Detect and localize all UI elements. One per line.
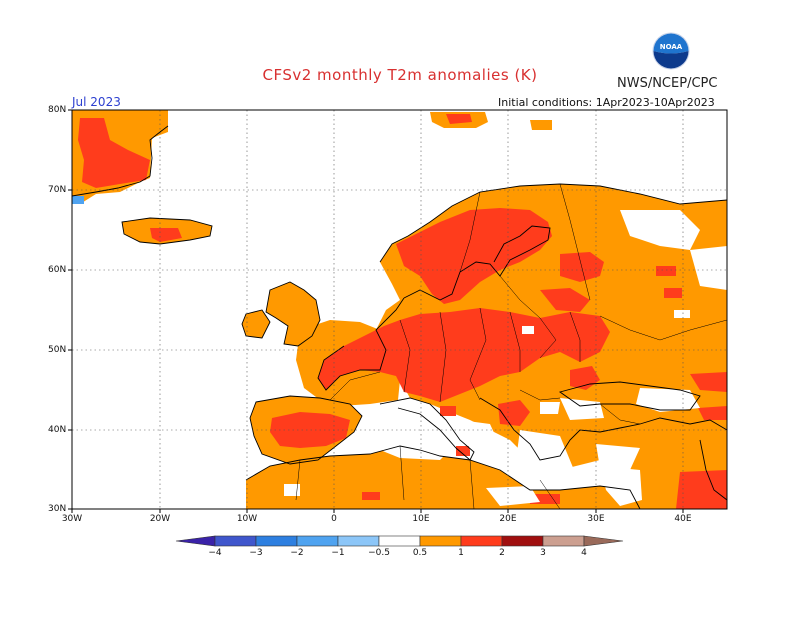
noaa-logo-icon: NOAA (652, 32, 690, 70)
colorbar-label: 1 (458, 548, 464, 558)
colorbar-swatch (214, 535, 257, 547)
british-isles-anomaly (266, 282, 320, 346)
lat-label: 80N (48, 105, 67, 115)
lon-label: 30E (587, 514, 605, 524)
lon-label: 20E (499, 514, 517, 524)
noaa-logo-text: NOAA (660, 43, 683, 51)
colorbar-high-arrow (583, 535, 624, 547)
colorbar-label: 0.5 (412, 548, 428, 558)
north-africa-anomaly (246, 446, 640, 509)
lat-label: 50N (48, 345, 67, 355)
lon-label: 40E (674, 514, 692, 524)
colorbar-label: 2 (499, 548, 505, 558)
colorbar-label: −4 (208, 548, 222, 558)
lat-label: 60N (48, 265, 67, 275)
colorbar-label: −3 (249, 548, 263, 558)
axis-ticks (68, 109, 684, 513)
borders (295, 183, 727, 509)
colorbar-swatch (296, 535, 339, 547)
map-frame (71, 109, 728, 510)
anomaly-fields (72, 110, 727, 509)
lon-label: 10E (412, 514, 430, 524)
colorbar-label: −2 (290, 548, 304, 558)
scandinavia-warm-core (396, 208, 552, 304)
lon-label: 30W (61, 514, 83, 524)
colorbar (175, 535, 624, 547)
greenland-warm-core (78, 118, 150, 188)
colorbar-swatch (419, 535, 462, 547)
colorbar-swatch (460, 535, 503, 547)
colorbar-label: 3 (540, 548, 546, 558)
colorbar-swatch (337, 535, 380, 547)
colorbar-swatch (378, 535, 421, 547)
lat-label: 40N (48, 425, 67, 435)
iberia-warm-core (270, 412, 350, 448)
colorbar-swatch (255, 535, 298, 547)
colorbar-low-arrow (175, 535, 216, 547)
lon-label: 10W (236, 514, 258, 524)
initial-conditions: Initial conditions: 1Apr2023-10Apr2023 (498, 96, 715, 109)
agency-label: NWS/NCEP/CPC (617, 76, 718, 91)
lat-label: 70N (48, 185, 67, 195)
central-europe-warm-core (318, 308, 610, 402)
lon-label: 0 (331, 514, 337, 524)
colorbar-swatch (542, 535, 585, 547)
graticule (72, 110, 727, 509)
colorbar-label: −0.5 (368, 548, 390, 558)
greenland-cool-patch (72, 196, 84, 204)
coastlines (72, 125, 727, 509)
map-title: CFSv2 monthly T2m anomalies (K) (262, 66, 538, 84)
lon-label: 20W (149, 514, 171, 524)
colorbar-label: 4 (581, 548, 587, 558)
colorbar-swatch (501, 535, 544, 547)
lat-label: 30N (48, 504, 67, 514)
forecast-month: Jul 2023 (72, 95, 121, 109)
colorbar-label: −1 (331, 548, 345, 558)
